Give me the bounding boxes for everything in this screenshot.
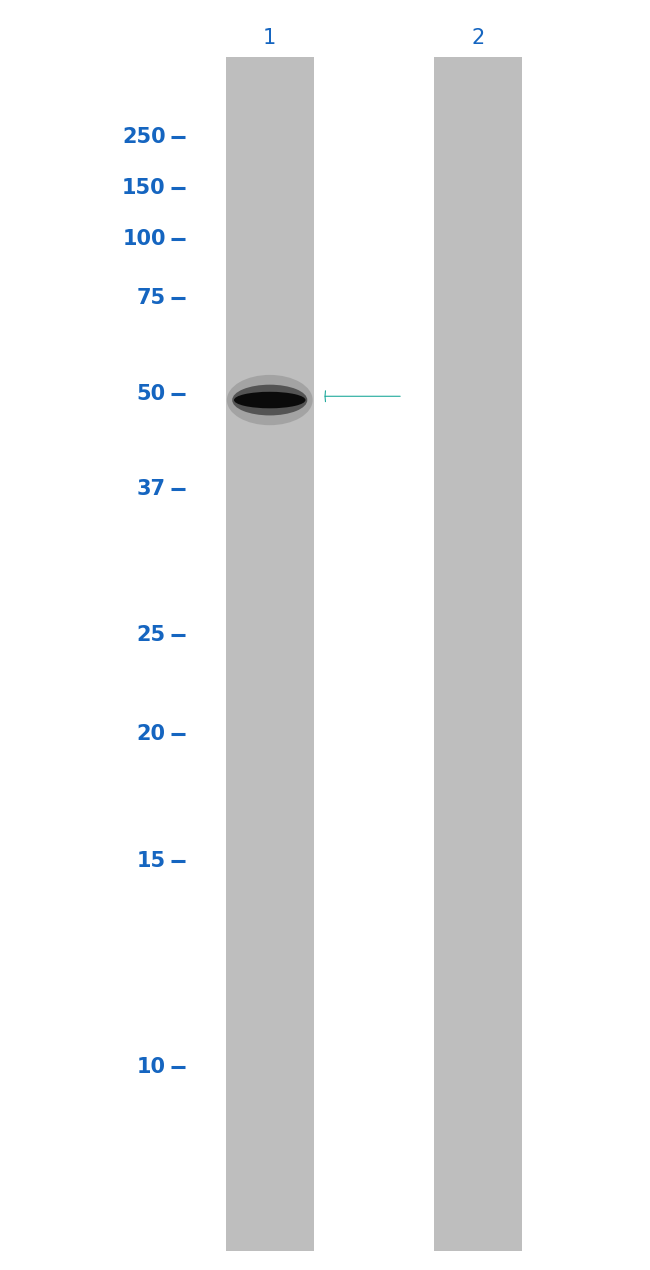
Text: 1: 1: [263, 28, 276, 48]
Text: 75: 75: [136, 288, 166, 309]
Bar: [434, 57, 521, 1251]
Text: 2: 2: [471, 28, 484, 48]
Text: 20: 20: [136, 724, 166, 744]
Ellipse shape: [232, 385, 307, 415]
Ellipse shape: [234, 391, 306, 409]
Text: 100: 100: [122, 229, 166, 249]
Text: 15: 15: [136, 851, 166, 871]
Text: 25: 25: [136, 625, 166, 645]
Ellipse shape: [227, 375, 313, 425]
Text: 150: 150: [122, 178, 166, 198]
Text: 10: 10: [136, 1057, 166, 1077]
Bar: [226, 57, 313, 1251]
Text: 50: 50: [136, 384, 166, 404]
Text: 250: 250: [122, 127, 166, 147]
Text: 37: 37: [136, 479, 166, 499]
